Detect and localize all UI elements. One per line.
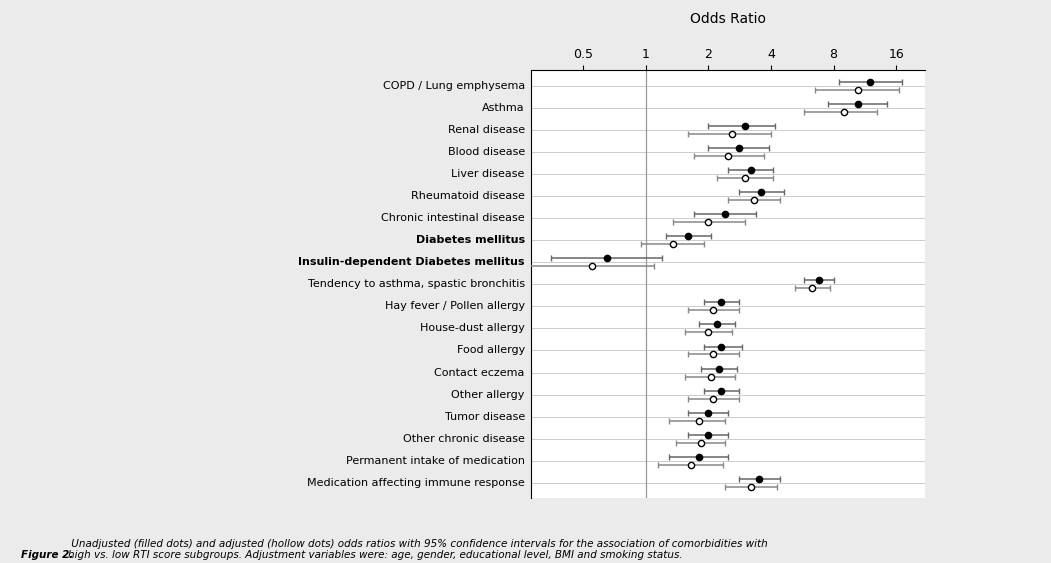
Text: Insulin-dependent Diabetes mellitus: Insulin-dependent Diabetes mellitus	[298, 257, 524, 267]
Text: Hay fever / Pollen allergy: Hay fever / Pollen allergy	[385, 301, 524, 311]
Title: Odds Ratio: Odds Ratio	[689, 12, 766, 26]
Text: Liver disease: Liver disease	[452, 169, 524, 179]
Text: Food allergy: Food allergy	[456, 346, 524, 355]
Text: Unadjusted (filled dots) and adjusted (hollow dots) odds ratios with 95% confide: Unadjusted (filled dots) and adjusted (h…	[68, 539, 768, 560]
Text: Rheumatoid disease: Rheumatoid disease	[411, 191, 524, 201]
Text: House-dust allergy: House-dust allergy	[420, 323, 524, 333]
Text: Blood disease: Blood disease	[448, 147, 524, 157]
Text: COPD / Lung emphysema: COPD / Lung emphysema	[383, 81, 524, 91]
Text: Other chronic disease: Other chronic disease	[403, 434, 524, 444]
Text: Tendency to asthma, spastic bronchitis: Tendency to asthma, spastic bronchitis	[308, 279, 524, 289]
Text: Medication affecting immune response: Medication affecting immune response	[307, 478, 524, 488]
Text: Tumor disease: Tumor disease	[445, 412, 524, 422]
Text: Chronic intestinal disease: Chronic intestinal disease	[382, 213, 524, 223]
Text: Diabetes mellitus: Diabetes mellitus	[416, 235, 524, 245]
Text: Contact eczema: Contact eczema	[434, 368, 524, 378]
Text: Other allergy: Other allergy	[452, 390, 524, 400]
Text: Renal disease: Renal disease	[448, 125, 524, 135]
Text: Asthma: Asthma	[482, 103, 524, 113]
Text: Permanent intake of medication: Permanent intake of medication	[346, 456, 524, 466]
Text: Figure 2.: Figure 2.	[21, 550, 74, 560]
